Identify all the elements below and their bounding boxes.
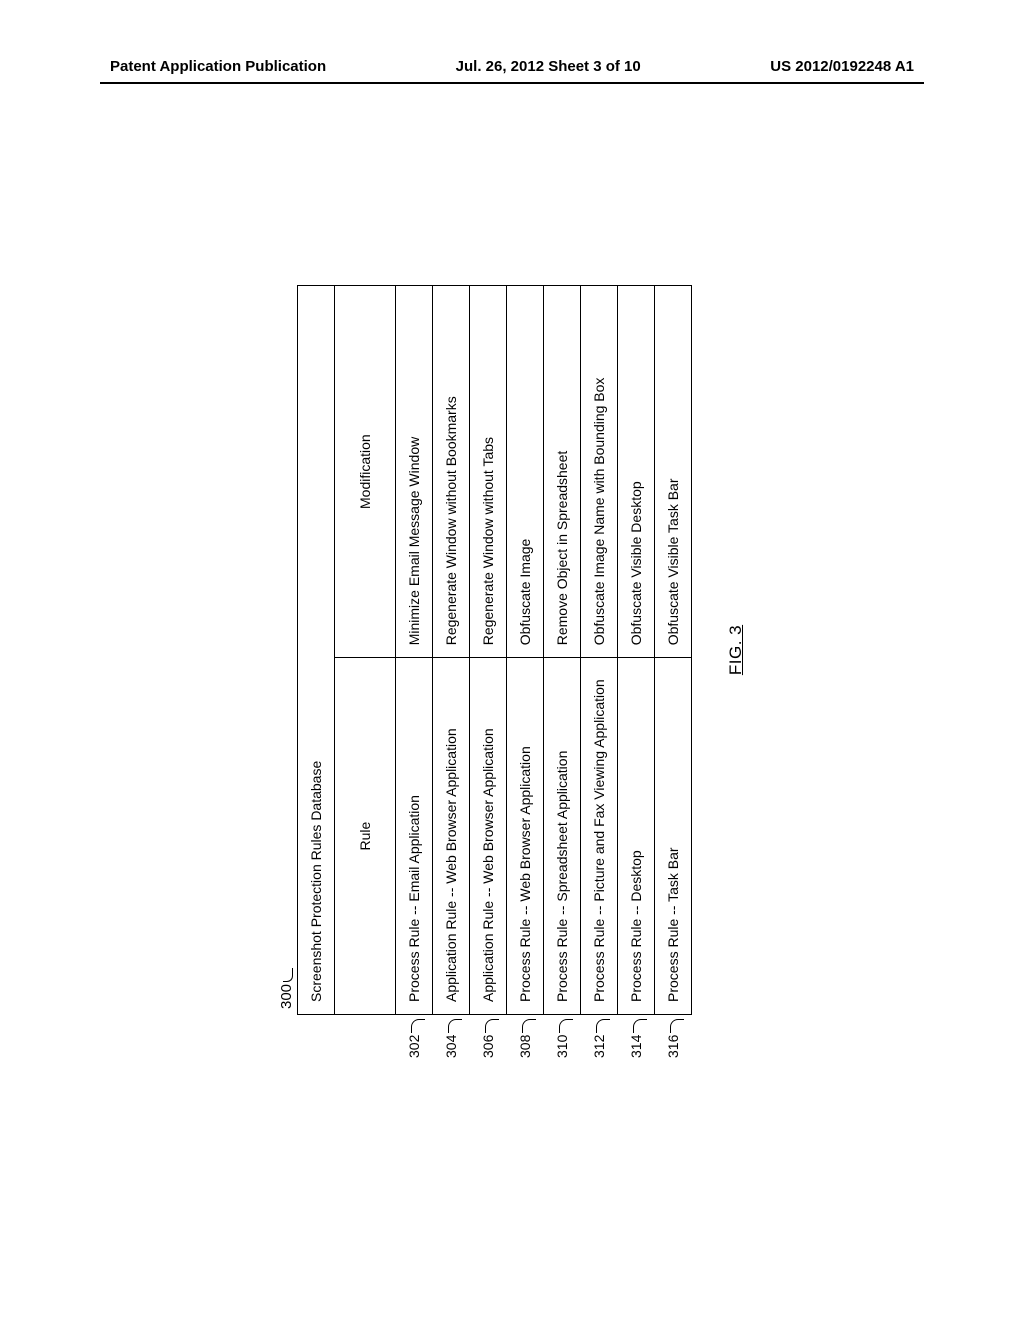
table-row: 314 Process Rule -- Desktop Obfuscate Vi… xyxy=(617,286,654,1014)
mod-cell: Obfuscate Visible Desktop xyxy=(617,286,654,657)
rule-cell: 304 Application Rule -- Web Browser Appl… xyxy=(432,657,469,1014)
row-ref: 314 xyxy=(628,1019,644,1058)
header-right: US 2012/0192248 A1 xyxy=(770,58,914,75)
table-row: 312 Process Rule -- Picture and Fax View… xyxy=(580,286,617,1014)
ref-300: 300 xyxy=(278,285,295,1009)
header-center: Jul. 26, 2012 Sheet 3 of 10 xyxy=(456,58,641,75)
page-header: Patent Application Publication Jul. 26, … xyxy=(0,58,1024,75)
mod-cell: Regenerate Window without Tabs xyxy=(469,286,506,657)
rule-cell: 316 Process Rule -- Task Bar xyxy=(654,657,691,1014)
figure-caption: FIG. 3 xyxy=(726,285,746,1015)
mod-cell: Obfuscate Image xyxy=(506,286,543,657)
rule-cell: 310 Process Rule -- Spreadsheet Applicat… xyxy=(543,657,580,1014)
col-header-rule: Rule xyxy=(334,657,395,1014)
table-title: Screenshot Protection Rules Database xyxy=(298,286,334,1014)
header-rule xyxy=(100,82,924,84)
table-row: 304 Application Rule -- Web Browser Appl… xyxy=(432,286,469,1014)
header-left: Patent Application Publication xyxy=(110,58,326,75)
mod-cell: Minimize Email Message Window xyxy=(395,286,432,657)
table-row: 306 Application Rule -- Web Browser Appl… xyxy=(469,286,506,1014)
row-ref: 308 xyxy=(517,1019,533,1058)
row-ref: 310 xyxy=(554,1019,570,1058)
rule-cell: 306 Application Rule -- Web Browser Appl… xyxy=(469,657,506,1014)
row-ref: 312 xyxy=(591,1019,607,1058)
col-header-modification: Modification xyxy=(334,286,395,657)
figure-rotated-area: 300 Screenshot Protection Rules Database… xyxy=(62,138,962,1162)
rules-table: Screenshot Protection Rules Database Rul… xyxy=(297,285,692,1015)
mod-cell: Obfuscate Visible Task Bar xyxy=(654,286,691,657)
rule-cell: 314 Process Rule -- Desktop xyxy=(617,657,654,1014)
row-ref: 302 xyxy=(406,1019,422,1058)
rule-cell: 302 Process Rule -- Email Application xyxy=(395,657,432,1014)
ref-300-hook xyxy=(283,968,293,982)
ref-300-label: 300 xyxy=(278,984,295,1009)
table-row: 302 Process Rule -- Email Application Mi… xyxy=(395,286,432,1014)
table-row: 308 Process Rule -- Web Browser Applicat… xyxy=(506,286,543,1014)
row-ref: 306 xyxy=(480,1019,496,1058)
mod-cell: Regenerate Window without Bookmarks xyxy=(432,286,469,657)
rule-cell: 308 Process Rule -- Web Browser Applicat… xyxy=(506,657,543,1014)
row-ref: 304 xyxy=(443,1019,459,1058)
mod-cell: Remove Object in Spreadsheet xyxy=(543,286,580,657)
mod-cell: Obfuscate Image Name with Bounding Box xyxy=(580,286,617,657)
row-ref: 316 xyxy=(665,1019,681,1058)
rule-cell: 312 Process Rule -- Picture and Fax View… xyxy=(580,657,617,1014)
table-row: 316 Process Rule -- Task Bar Obfuscate V… xyxy=(654,286,691,1014)
table-row: 310 Process Rule -- Spreadsheet Applicat… xyxy=(543,286,580,1014)
figure-inner: 300 Screenshot Protection Rules Database… xyxy=(278,285,746,1015)
